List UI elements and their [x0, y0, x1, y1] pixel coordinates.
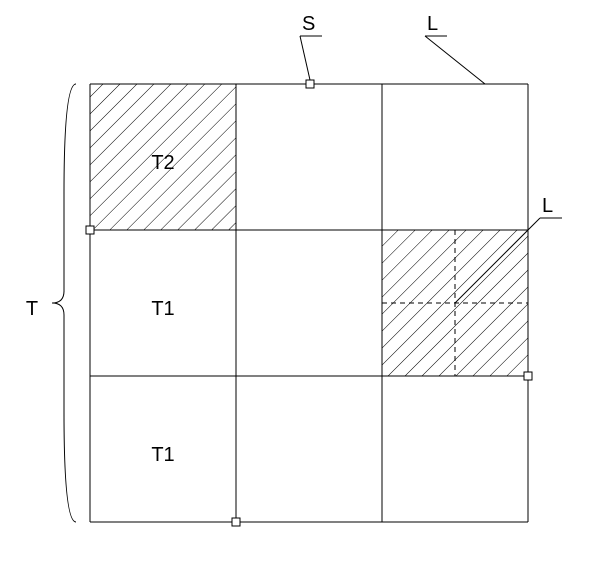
callout-label-L_top: L — [427, 13, 438, 35]
callout-label-S: S — [302, 13, 315, 35]
marker-top — [306, 80, 314, 88]
marker-right — [524, 372, 532, 380]
diagram-container: S L L T T2 T1 T1 — [0, 0, 593, 565]
callout-leader — [425, 36, 485, 84]
brace-path — [52, 84, 76, 522]
marker-bottom — [232, 518, 240, 526]
diagram-svg: S L L T T2 T1 T1 — [0, 0, 593, 565]
cell-label-T1_bottom: T1 — [151, 444, 174, 466]
callout-label-L_right: L — [542, 195, 553, 217]
cell-label-T1_middle: T1 — [151, 298, 174, 320]
brace-label-T: T — [26, 298, 38, 320]
marker-left — [86, 226, 94, 234]
cell-label-T2: T2 — [151, 152, 174, 174]
callout-leader — [300, 36, 310, 80]
brace-T: T — [26, 84, 76, 522]
